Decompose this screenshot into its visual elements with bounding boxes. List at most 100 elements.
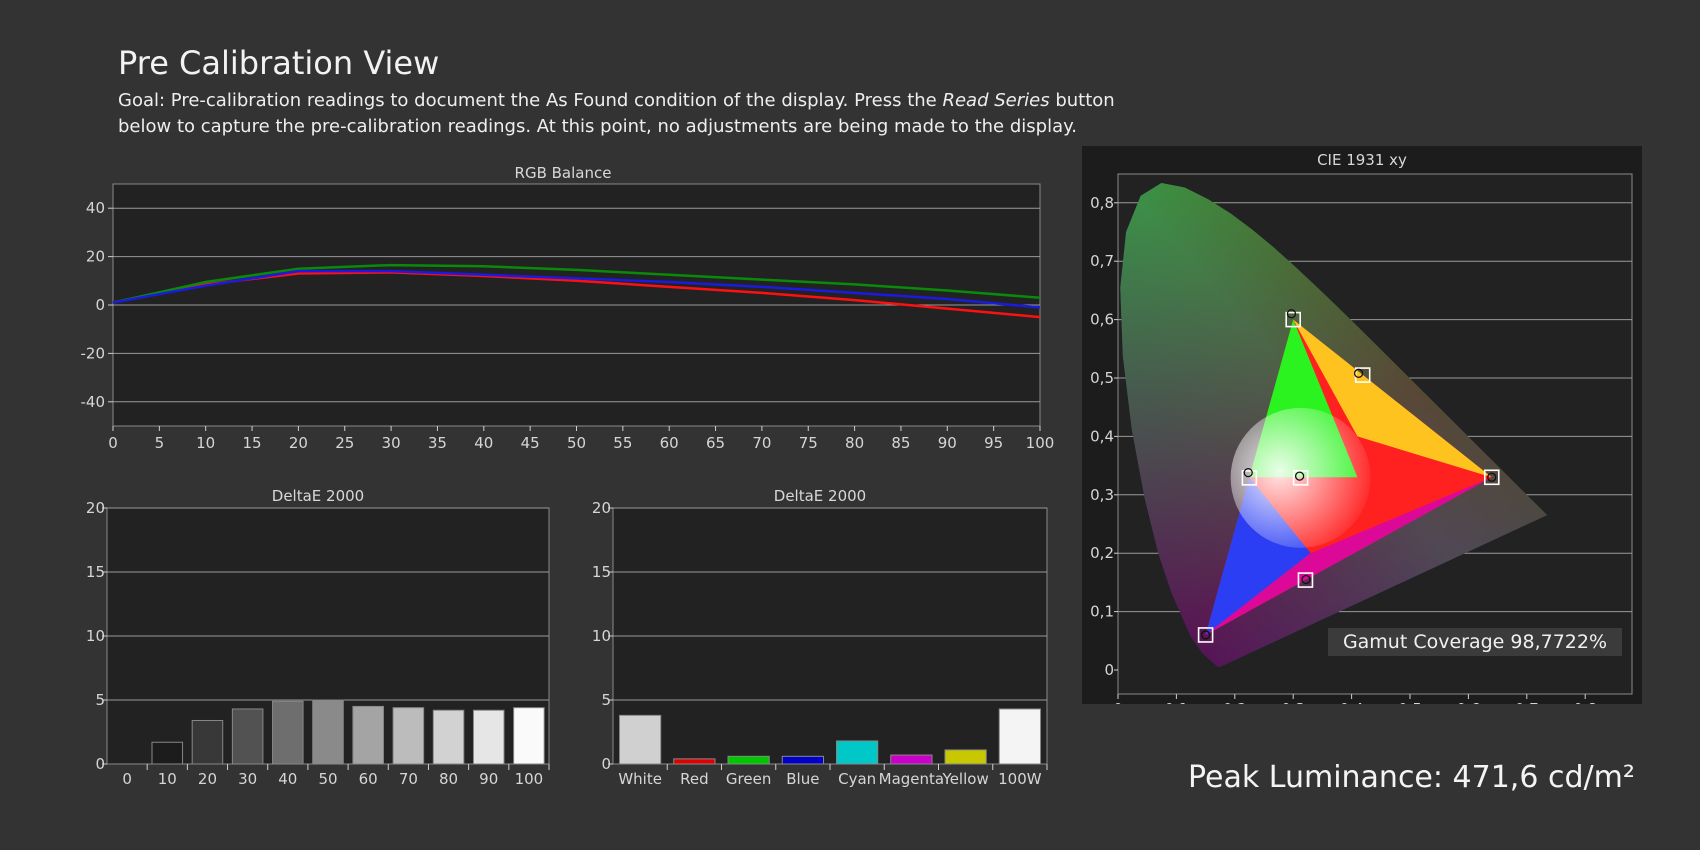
- x-tick-label: 80: [439, 770, 458, 788]
- x-tick-label: White: [618, 770, 662, 788]
- x-tick-label: 0,1: [1164, 700, 1188, 704]
- x-tick-label: 100W: [998, 770, 1042, 788]
- series-line-2: [112, 269, 1041, 309]
- measured-point-w: [1294, 471, 1305, 481]
- read-series-emphasis: Read Series: [942, 90, 1050, 111]
- y-tick-label: 5: [601, 691, 611, 709]
- series-line-1: [112, 263, 1041, 304]
- bar-white: [619, 714, 662, 765]
- y-tick-label: 40: [86, 199, 105, 217]
- x-tick-label: 0,8: [1573, 700, 1597, 704]
- y-tick-label: 0,3: [1090, 486, 1114, 504]
- x-tick-label: Green: [726, 770, 771, 788]
- x-tick-label: 20: [198, 770, 217, 788]
- x-tick-label: 0,3: [1281, 700, 1305, 704]
- target-square-c: [1241, 470, 1258, 486]
- y-tick-label: -40: [81, 393, 106, 411]
- x-tick-label: 10: [196, 434, 215, 452]
- x-tick-label: 70: [399, 770, 418, 788]
- target-square-b: [1197, 627, 1214, 643]
- x-tick-label: 100: [1026, 434, 1055, 452]
- x-tick-label: 0: [122, 770, 132, 788]
- x-tick-label: 60: [359, 770, 378, 788]
- bar-90: [472, 709, 505, 765]
- peak-luminance-label: Peak Luminance: 471,6 cd/m²: [1188, 760, 1635, 795]
- y-tick-label: 0,6: [1090, 311, 1114, 329]
- x-tick-label: 40: [474, 434, 493, 452]
- gamut-yellow-region: [1293, 319, 1492, 478]
- bar-70: [392, 707, 425, 765]
- y-tick-label: 0: [95, 296, 105, 314]
- page-description: Goal: Pre-calibration readings to docume…: [118, 88, 1138, 140]
- rgb-balance-title: RGB Balance: [515, 164, 612, 182]
- x-tick-label: 55: [613, 434, 632, 452]
- x-tick-label: 0,5: [1398, 700, 1422, 704]
- x-tick-label: 70: [752, 434, 771, 452]
- bar-red: [673, 758, 716, 765]
- bar-green: [727, 755, 770, 765]
- y-tick-label: 20: [86, 248, 105, 266]
- x-tick-label: 0,4: [1340, 700, 1364, 704]
- x-tick-label: 30: [238, 770, 257, 788]
- x-tick-label: 50: [318, 770, 337, 788]
- measured-point-b: [1200, 630, 1211, 640]
- description-suffix: button below to capture the pre-calibrat…: [118, 90, 1115, 137]
- y-tick-label: 0: [601, 755, 611, 773]
- measured-point-y: [1353, 368, 1364, 378]
- x-tick-label: 40: [278, 770, 297, 788]
- y-tick-label: 0: [95, 755, 105, 773]
- y-tick-label: 0,5: [1090, 369, 1114, 387]
- y-tick-label: 0: [1104, 661, 1114, 679]
- deltae-grayscale-title: DeltaE 2000: [272, 487, 364, 505]
- x-tick-label: 100: [515, 770, 544, 788]
- bar-10: [151, 741, 184, 765]
- gamut-coverage-label: Gamut Coverage 98,7722%: [1328, 628, 1622, 656]
- bar-magenta: [890, 754, 933, 765]
- x-tick-label: 0,7: [1515, 700, 1539, 704]
- cie-1931-chart: CIE 1931 xy 0,8 0,7 0,6 0,5 0,4 0,3 0,2 0,1 0 0 0…: [1090, 151, 1633, 704]
- deltae-colors-chart: DeltaE 2000 20 15 10 5 0 White Red Green Blue Cy…: [592, 487, 1048, 788]
- x-tick-label: 85: [891, 434, 910, 452]
- y-tick-label: 0,8: [1090, 194, 1114, 212]
- target-square-g: [1285, 311, 1301, 328]
- target-square-w: [1292, 470, 1309, 486]
- y-tick-label: 10: [592, 627, 611, 645]
- gamut-blue-region: [1205, 477, 1311, 635]
- bar-40: [272, 700, 304, 765]
- y-tick-label: 5: [95, 691, 105, 709]
- x-tick-label: 50: [567, 434, 586, 452]
- y-tick-label: 20: [86, 499, 105, 517]
- y-tick-label: 15: [592, 563, 611, 581]
- y-tick-label: 20: [592, 499, 611, 517]
- x-tick-label: Yellow: [942, 770, 989, 788]
- bar-cyan: [836, 740, 879, 765]
- description-prefix: Goal: Pre-calibration readings to docume…: [118, 90, 943, 111]
- x-tick-label: 0,6: [1456, 700, 1480, 704]
- x-tick-label: 45: [521, 434, 540, 452]
- bar-60: [352, 705, 384, 765]
- measured-point-r: [1487, 472, 1497, 482]
- x-tick-label: 60: [660, 434, 679, 452]
- y-tick-label: 10: [86, 627, 105, 645]
- bar-100w: [998, 708, 1041, 765]
- x-tick-label: Magenta: [879, 770, 944, 788]
- measured-point-c: [1243, 467, 1253, 478]
- x-tick-label: 25: [335, 434, 354, 452]
- y-tick-label: 0,4: [1090, 427, 1114, 445]
- x-tick-label: 20: [289, 434, 308, 452]
- y-tick-label: 0,7: [1090, 252, 1114, 270]
- gamut-magenta-region: [1205, 477, 1492, 635]
- y-tick-label: -20: [81, 344, 106, 362]
- bar-50: [312, 699, 344, 765]
- x-tick-label: 0: [108, 434, 118, 452]
- x-tick-label: 90: [479, 770, 498, 788]
- x-tick-label: 80: [845, 434, 864, 452]
- y-tick-label: 0,2: [1090, 544, 1114, 562]
- x-tick-label: 15: [243, 434, 262, 452]
- x-tick-label: 30: [382, 434, 401, 452]
- x-tick-label: 5: [155, 434, 165, 452]
- cie-title: CIE 1931 xy: [1317, 151, 1407, 169]
- measured-point-m: [1301, 574, 1311, 585]
- x-tick-label: Red: [680, 770, 709, 788]
